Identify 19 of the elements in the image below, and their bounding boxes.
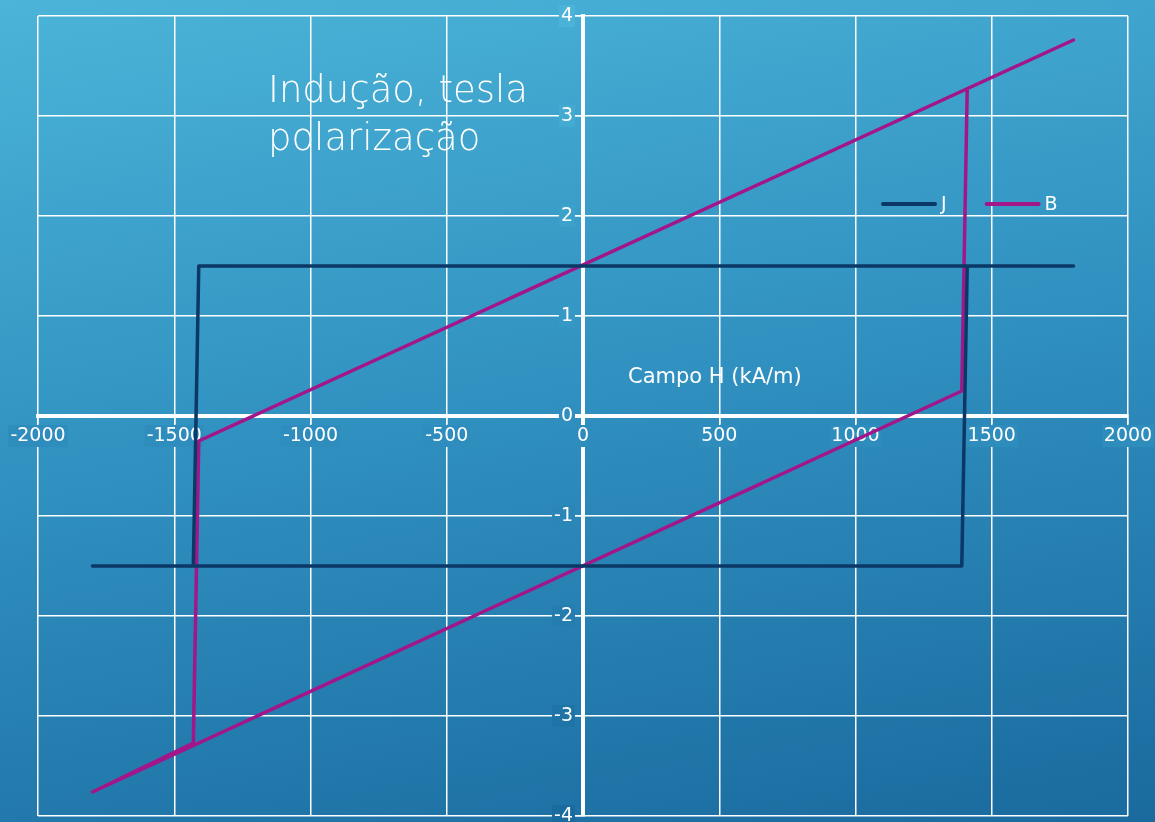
legend-label: J [940, 191, 947, 214]
y-tick-label: 4 [560, 2, 573, 25]
y-tick-label: -2 [554, 602, 573, 625]
x-tick-label: -1000 [282, 422, 339, 445]
y-tick-label: -4 [554, 802, 573, 822]
x-tick-label: -1500 [146, 422, 202, 445]
x-tick-label: 500 [701, 422, 738, 445]
x-tick-label: -2000 [10, 422, 66, 445]
y-tick-label: 0 [560, 402, 573, 425]
x-tick-label: 0 [576, 422, 590, 445]
y-tick-label: 2 [560, 202, 573, 225]
y-tick-label: -1 [554, 502, 573, 525]
y-tick-label: 3 [560, 102, 573, 125]
x-tick-label: 2000 [1103, 422, 1153, 445]
x-tick-label: -500 [425, 422, 469, 445]
y-tick-label: 1 [560, 302, 573, 325]
x-tick-label: 1500 [967, 422, 1016, 445]
legend-label: B [1044, 191, 1058, 214]
y-tick-label: -3 [554, 702, 573, 725]
